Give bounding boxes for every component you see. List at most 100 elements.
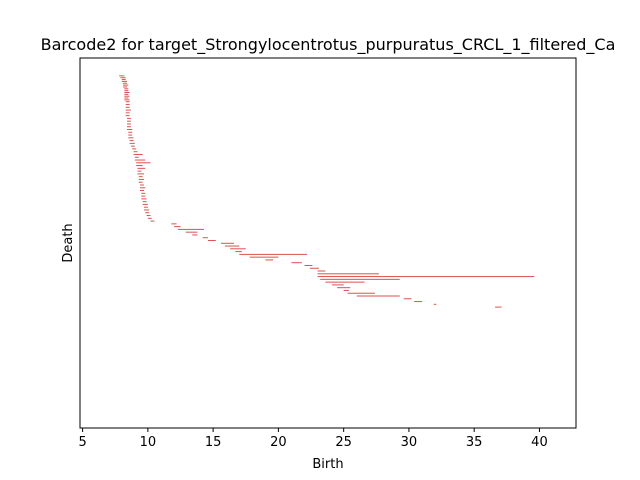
x-tick-label: 20 [270,435,287,450]
barcode-bar [140,184,144,186]
barcode-bar [356,295,400,297]
barcode-bar [134,156,139,158]
y-axis-label: Death [61,223,76,262]
x-tick-label: 30 [401,435,418,450]
barcode-bar [134,159,146,161]
barcode-bar [125,104,130,106]
barcode-bar [136,165,143,167]
barcode-bar [320,278,400,280]
barcode-bar [414,301,422,303]
barcode-bar [130,145,135,147]
barcode-bar [403,298,412,300]
barcode-bar [129,140,134,142]
x-axis-label: Birth [312,457,343,472]
barcode-bar [433,303,437,305]
barcode-bar [143,209,150,211]
barcode-bar [125,101,130,103]
barcode-bar [125,115,130,117]
barcode-bar [265,259,274,261]
barcode-bar [143,206,148,208]
x-tick-label: 10 [140,435,157,450]
barcode-bar [239,253,308,255]
barcode-bar [125,112,130,114]
barcode-bar [317,276,535,278]
barcode-bar [125,109,131,111]
barcode-bar [120,77,126,79]
barcode-bar [171,223,177,225]
x-tick-label: 5 [78,435,86,450]
barcode-bar [119,75,125,77]
barcode-bar [146,215,151,217]
barcode-bar [142,203,148,205]
chart-title: Barcode2 for target_Strongylocentrotus_p… [41,35,616,55]
barcode-bar [173,226,181,228]
barcode-bar [249,256,279,258]
barcode-bar [331,284,344,286]
barcode-bar [126,120,131,122]
barcode-bar [125,106,130,108]
barcode-bar [137,170,142,172]
x-tick-label: 40 [531,435,548,450]
barcode-bar [133,153,143,155]
barcode-bar [325,281,365,283]
barcode-bar [230,248,246,250]
barcode-bar [317,273,379,275]
barcode-bar [124,93,129,95]
barcode-bar [145,212,150,214]
barcode-bar [124,95,130,97]
barcode-bar [220,242,235,244]
barcode-bar [207,240,216,241]
barcode-bar [235,251,242,253]
x-axis-ticks: 5 10 15 20 25 30 35 40 [78,428,548,450]
x-tick-label: 35 [466,435,483,450]
barcode-bar [177,228,204,230]
barcode-bar [132,148,137,150]
barcode-bar [124,92,130,93]
barcode-bar [121,80,127,82]
x-tick-label: 15 [205,435,222,450]
barcode-bar [140,187,146,189]
barcode-bar [128,131,133,133]
barcode-bar [141,192,146,194]
barcode-bar [309,267,319,269]
barcode-bar [121,79,126,81]
barcode-bar [123,84,129,86]
barcode-bar [128,137,134,139]
barcode-bar [138,176,143,178]
barcode-bar [123,82,127,84]
barcode-bar [138,181,143,183]
barcode-bar [343,289,349,291]
barcode-bar [317,270,326,272]
barcode-bar [137,167,146,169]
barcode-bar [124,90,129,92]
barcode-bar [140,190,144,192]
barcode-bar [126,123,131,125]
barcode-bar [291,262,302,264]
barcode-bar [126,126,131,128]
barcode-bars [119,75,535,308]
barcode-bar [337,287,351,289]
barcode-bar [147,217,152,219]
barcode-bar [133,151,138,153]
barcode-bar [202,237,208,239]
barcode-bar [185,231,198,233]
barcode-bar [137,173,144,175]
barcode-bar [124,99,130,101]
barcode-bar [136,162,151,164]
barcode-bar [126,129,133,130]
barcode-bar [495,306,502,308]
barcode-bar [128,134,133,136]
plot-frame [79,57,577,429]
barcode-bar [347,292,375,294]
barcode-bar [141,198,147,200]
barcode-bar [150,220,155,222]
barcode-bar [123,86,127,88]
barcode-bar [192,234,198,236]
barcode-bar [138,178,144,180]
barcode-bar [142,201,147,203]
x-tick-label: 25 [335,435,352,450]
barcode-bar [141,195,146,197]
barcode-bar [124,97,129,99]
barcode-bar [129,142,135,144]
